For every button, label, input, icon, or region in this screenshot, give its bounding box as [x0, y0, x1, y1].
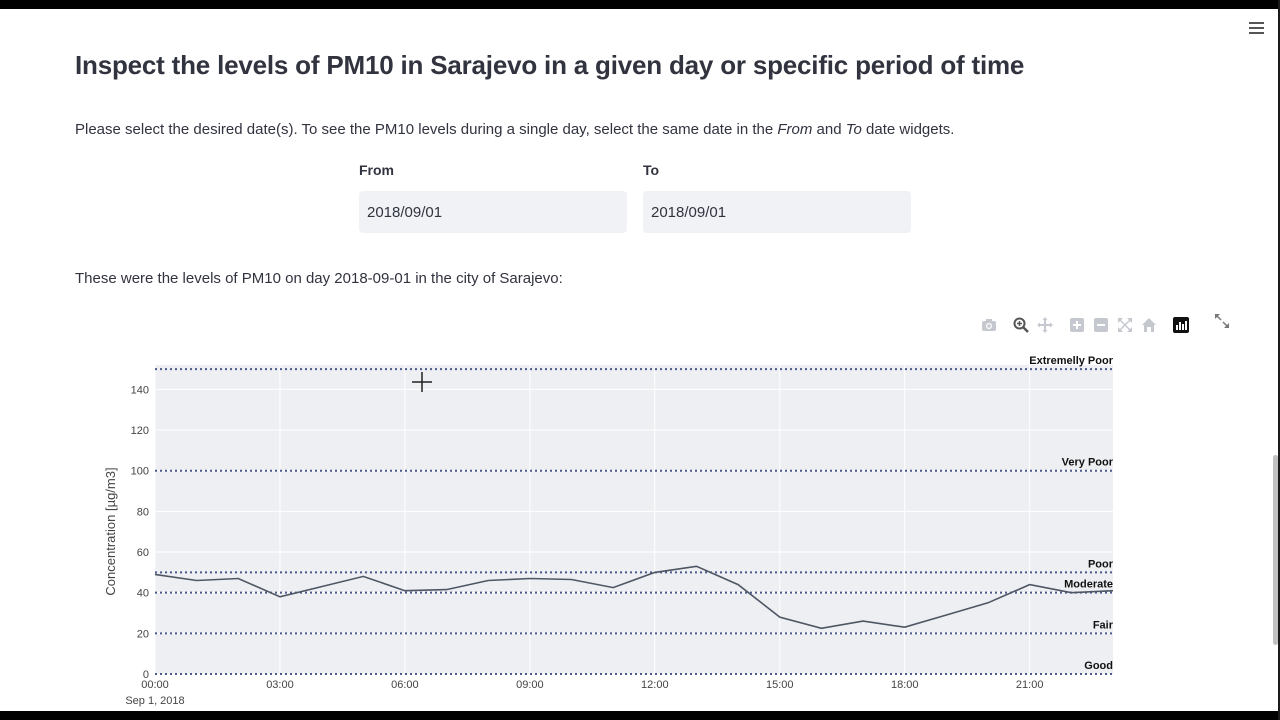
- autoscale-icon[interactable]: [1116, 316, 1134, 334]
- x-tick-label: 00:00: [141, 679, 169, 691]
- y-tick-label: 40: [137, 588, 149, 600]
- page-title: Inspect the levels of PM10 in Sarajevo i…: [75, 50, 1025, 80]
- y-tick-label: 80: [137, 506, 149, 518]
- zoom-icon[interactable]: [1012, 316, 1030, 334]
- from-date-label: From: [359, 162, 394, 178]
- threshold-label: Good: [1084, 660, 1113, 672]
- from-date-input[interactable]: [359, 191, 627, 233]
- instructions-part3: date widgets.: [861, 121, 955, 138]
- threshold-label: Very Poor: [1062, 457, 1114, 469]
- pan-icon[interactable]: [1036, 316, 1054, 334]
- x-tick-label: 06:00: [391, 679, 419, 691]
- threshold-label: Extremelly Poor: [1029, 355, 1113, 367]
- plotly-logo-icon[interactable]: [1172, 316, 1190, 334]
- to-date-label: To: [643, 162, 660, 178]
- instructions-from-em: From: [777, 121, 813, 138]
- result-description: These were the levels of PM10 on day 201…: [75, 270, 563, 287]
- x-tick-label: 12:00: [641, 679, 669, 691]
- y-tick-label: 100: [131, 466, 149, 478]
- window-right-border: [1278, 0, 1280, 720]
- instructions-part1: Please select the desired date(s). To se…: [75, 121, 778, 138]
- fullscreen-icon[interactable]: [1213, 312, 1231, 330]
- pm10-chart-svg: 0 20 40 60 80 100 120 140 00:00 03:00 06:00 09:00 12…: [103, 355, 1114, 707]
- x-tick-label: 21:00: [1016, 679, 1044, 691]
- y-tick-label: 120: [131, 425, 149, 437]
- to-date-input[interactable]: [643, 191, 911, 233]
- hamburger-menu-icon[interactable]: [1246, 18, 1268, 38]
- y-axis-title: Concentration [µg/m3]: [103, 467, 118, 595]
- reset-axes-icon[interactable]: [1140, 316, 1158, 334]
- y-tick-label: 60: [137, 547, 149, 559]
- instructions-text: Please select the desired date(s). To se…: [75, 121, 954, 138]
- instructions-to-em: To: [845, 121, 862, 138]
- x-tick-label: 03:00: [266, 679, 294, 691]
- page-scrollbar-thumb[interactable]: [1273, 455, 1278, 645]
- plot-background: [155, 365, 1113, 674]
- pm10-series-line: [154, 565, 1114, 630]
- y-tick-label: 0: [143, 669, 149, 681]
- threshold-label: Fair: [1093, 619, 1114, 631]
- threshold-label: Moderate: [1064, 579, 1113, 591]
- x-date-label: Sep 1, 2018: [125, 695, 184, 707]
- pm10-chart[interactable]: 0 20 40 60 80 100 120 140 00:00 03:00 06:00 09:00 12…: [90, 350, 1130, 712]
- y-tick-label: 140: [131, 384, 149, 396]
- zoom-in-icon[interactable]: [1068, 316, 1086, 334]
- y-tick-label: 20: [137, 628, 149, 640]
- x-tick-label: 18:00: [891, 679, 919, 691]
- zoom-out-icon[interactable]: [1092, 316, 1110, 334]
- instructions-part2: and: [812, 121, 846, 138]
- camera-icon[interactable]: [980, 316, 998, 334]
- window-top-border: [0, 0, 1280, 9]
- threshold-label: Poor: [1088, 558, 1114, 570]
- window-bottom-border: [0, 711, 1280, 720]
- x-tick-label: 09:00: [516, 679, 544, 691]
- x-tick-label: 15:00: [766, 679, 794, 691]
